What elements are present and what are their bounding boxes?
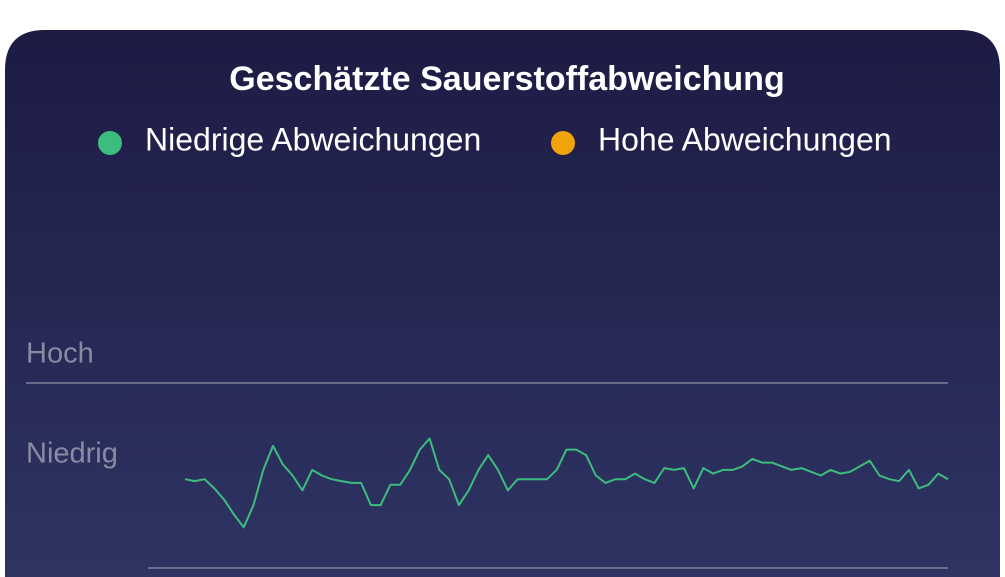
legend-label: Hohe Abweichungen xyxy=(598,121,892,157)
chart-title: Geschätzte Sauerstoffabweichung xyxy=(229,60,784,98)
legend-label: Niedrige Abweichungen xyxy=(145,121,481,157)
legend-dot xyxy=(551,131,575,155)
y-tick-label: Hoch xyxy=(26,338,94,370)
legend-dot xyxy=(98,131,122,155)
card xyxy=(5,30,1000,577)
y-tick-label: Niedrig xyxy=(26,438,118,470)
data-line xyxy=(184,437,949,529)
